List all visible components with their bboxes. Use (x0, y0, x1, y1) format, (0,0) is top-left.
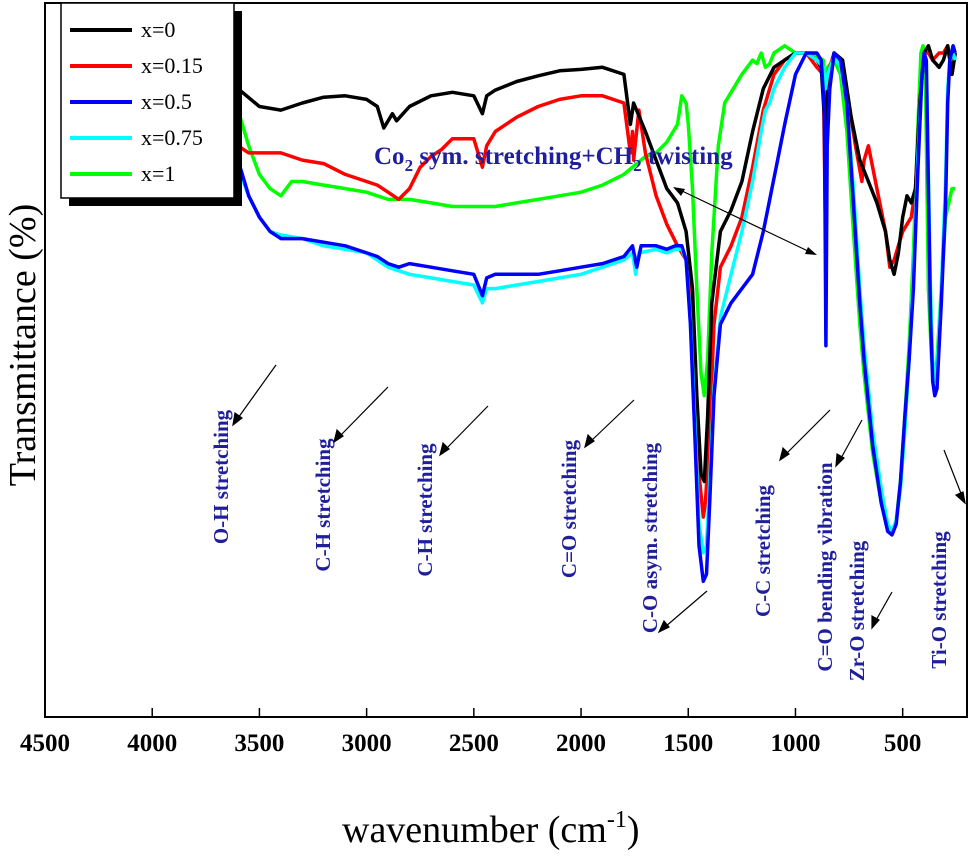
annotation-ch-2: C-H stretching (413, 443, 437, 577)
annotation-ch-1: C-H stretching (311, 438, 335, 572)
plot-frame (44, 2, 968, 718)
legend-label: x=0.5 (141, 89, 192, 114)
x-axis-title: wavenumber (cm-1) (342, 807, 640, 851)
annotation-arrows (232, 364, 966, 634)
annotation-co2-arrows (673, 187, 817, 255)
annotation-cc: C-C stretching (751, 484, 775, 617)
x-axis-ticks: 4500 4000 3500 3000 2500 2000 1500 1000 500 (20, 708, 921, 757)
annotation-co: C=O stretching (557, 439, 581, 578)
y-axis-title: Transmittance (%) (2, 204, 44, 486)
x-tick-label: 2000 (556, 730, 606, 757)
legend-label: x=0 (141, 17, 175, 42)
annotation-co-bending: C=O bending vibration (813, 462, 837, 672)
x-tick-label: 500 (884, 730, 922, 757)
x-tick-label: 4000 (127, 730, 177, 757)
annotation-oh: O-H stretching (209, 409, 233, 544)
annotation-co-asym: C-O asym. stretching (638, 442, 662, 633)
x-tick-label: 3500 (234, 730, 284, 757)
legend: x=0 x=0.15 x=0.5 x=0.75 x=1 (60, 2, 242, 206)
x-tick-label: 2500 (449, 730, 499, 757)
series-layer (167, 30, 957, 584)
annotation-layer: O-H stretching C-H stretching C-H stretc… (209, 409, 951, 681)
annotation-zro: Zr-O stretching (845, 540, 869, 681)
x-tick-label: 4500 (20, 730, 70, 757)
x-tick-label: 1000 (770, 730, 820, 757)
annotation-tio: Ti-O stretching (927, 531, 951, 669)
x-tick-label: 3000 (342, 730, 392, 757)
legend-label: x=0.75 (141, 125, 203, 150)
series-line-x=0 (167, 30, 957, 484)
series-line-x=0.5 (167, 44, 957, 584)
legend-label: x=0.15 (141, 53, 203, 78)
annotation-co2-ch2: Co2 sym. stretching+CH2 twisting (374, 143, 733, 175)
legend-label: x=1 (141, 161, 175, 186)
x-tick-label: 1500 (663, 730, 713, 757)
